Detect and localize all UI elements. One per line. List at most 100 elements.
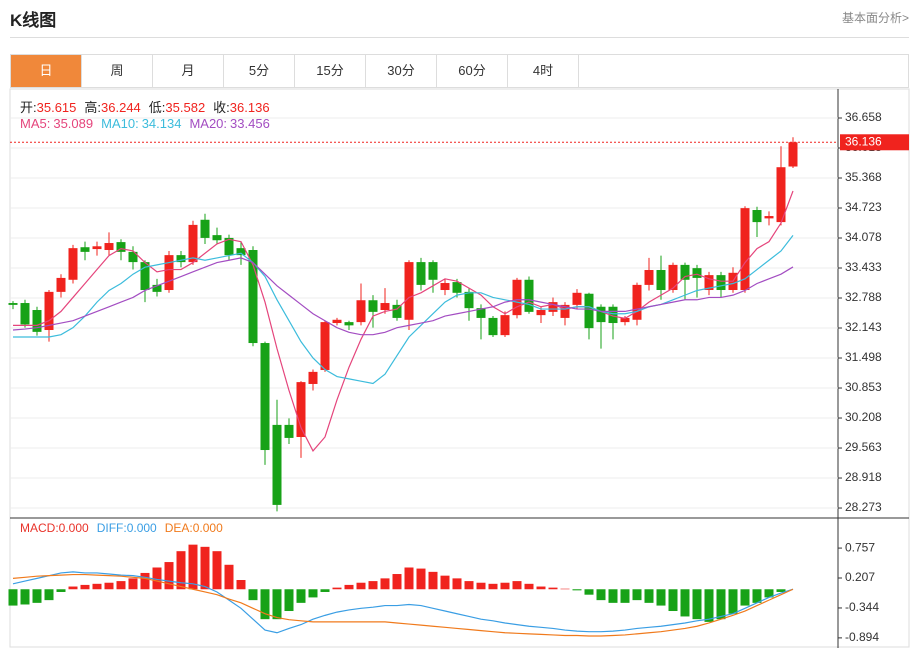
macd-bar	[536, 586, 546, 590]
period-tab[interactable]: 5分	[224, 55, 295, 87]
macd-bar	[308, 589, 318, 598]
macd-bar	[716, 589, 726, 620]
period-tab[interactable]: 15分	[295, 55, 366, 87]
candle-body	[740, 208, 750, 291]
y-tick-label: -0.894	[845, 630, 879, 644]
period-tab[interactable]: 日	[11, 55, 82, 87]
period-tab[interactable]: 周	[82, 55, 153, 87]
candle-body	[620, 317, 630, 323]
legend-value: 34.134	[141, 116, 182, 131]
candle-body	[68, 248, 78, 280]
candle-body	[716, 275, 726, 291]
divider	[10, 37, 909, 38]
macd-bar	[680, 589, 690, 617]
info-label: 低:	[148, 100, 166, 115]
candle-body	[704, 275, 714, 291]
candle-body	[584, 293, 594, 329]
macd-bar	[188, 544, 198, 590]
candle-body	[380, 303, 390, 311]
macd-bar	[20, 589, 30, 605]
legend-value: 33.456	[230, 116, 270, 131]
macd-bar	[320, 589, 330, 592]
macd-bar	[68, 586, 78, 590]
candle-body	[632, 284, 642, 320]
macd-bar	[32, 589, 42, 603]
macd-bar	[104, 582, 114, 590]
period-tab[interactable]: 30分	[366, 55, 437, 87]
candle-body	[104, 243, 114, 251]
macd-bar	[764, 589, 774, 598]
macd-bar	[728, 589, 738, 614]
candle-body	[476, 308, 486, 318]
candle-body	[236, 248, 246, 256]
info-label: 收:	[213, 100, 230, 115]
candle-body	[128, 251, 138, 263]
macd-bar	[44, 589, 54, 601]
macd-bar	[80, 584, 90, 590]
candle-body	[80, 247, 90, 252]
candle-body	[752, 210, 762, 223]
y-tick-label: 33.433	[845, 260, 882, 274]
candle-body	[392, 304, 402, 318]
candle-body	[56, 277, 66, 292]
candle-body	[116, 242, 126, 252]
legend-value: 0.000	[192, 521, 223, 535]
candle-body	[560, 304, 570, 318]
y-tick-label: 34.723	[845, 200, 882, 214]
candle-body	[656, 270, 666, 291]
macd-bar	[212, 551, 222, 590]
macd-bar	[500, 582, 510, 590]
candle-body	[524, 279, 534, 312]
macd-bar	[752, 589, 762, 603]
macd-bar	[584, 589, 594, 595]
candle-body	[548, 302, 558, 312]
candle-body	[680, 264, 690, 280]
candle-body	[260, 343, 270, 451]
macd-bar	[116, 581, 126, 590]
y-tick-label: 28.918	[845, 470, 882, 484]
macd-bar	[284, 589, 294, 612]
y-tick-label: 28.273	[845, 500, 882, 514]
macd-bar	[512, 581, 522, 590]
period-tabs: 日周月 5分 15分 30分 60分 4时	[10, 54, 909, 88]
candle-body	[692, 268, 702, 278]
candle-body	[788, 142, 798, 167]
macd-bar	[524, 583, 534, 590]
candle-body	[440, 283, 450, 291]
candle-body	[8, 303, 18, 305]
legend-value: 0.000	[126, 521, 157, 535]
period-tab[interactable]: 月	[153, 55, 224, 87]
period-tab[interactable]: 60分	[437, 55, 508, 87]
candle-body	[308, 371, 318, 384]
y-tick-label: 0.207	[845, 570, 875, 584]
candle-body	[152, 284, 162, 292]
candle-body	[164, 255, 174, 291]
y-tick-label: 30.208	[845, 410, 882, 424]
macd-bar	[260, 589, 270, 620]
macd-bar	[92, 583, 102, 590]
macd-bar	[692, 589, 702, 620]
legend-name: MA20:	[189, 116, 228, 131]
candle-body	[200, 219, 210, 238]
info-value: 36.136	[229, 100, 270, 115]
period-tab[interactable]: 4时	[508, 55, 579, 87]
y-tick-label: 32.788	[845, 290, 882, 304]
ma-line	[12, 257, 794, 336]
y-tick-label: 29.563	[845, 440, 882, 454]
analysis-link[interactable]: 基本面分析>	[841, 11, 909, 25]
candle-body	[320, 322, 330, 371]
candle-body	[452, 282, 462, 293]
candle-body	[536, 310, 546, 316]
candle-body	[176, 255, 186, 263]
macd-bar	[368, 581, 378, 590]
candle-body	[368, 300, 378, 312]
macd-bar	[236, 580, 246, 590]
legend-name: DIFF:	[96, 521, 127, 535]
macd-bar	[296, 589, 306, 603]
macd-bar	[704, 589, 714, 622]
y-tick-label: 34.078	[845, 230, 882, 244]
legend-name: DEA:	[164, 521, 193, 535]
legend-name: MA10:	[101, 116, 139, 131]
macd-bar	[656, 589, 666, 606]
macd-bar	[416, 568, 426, 590]
